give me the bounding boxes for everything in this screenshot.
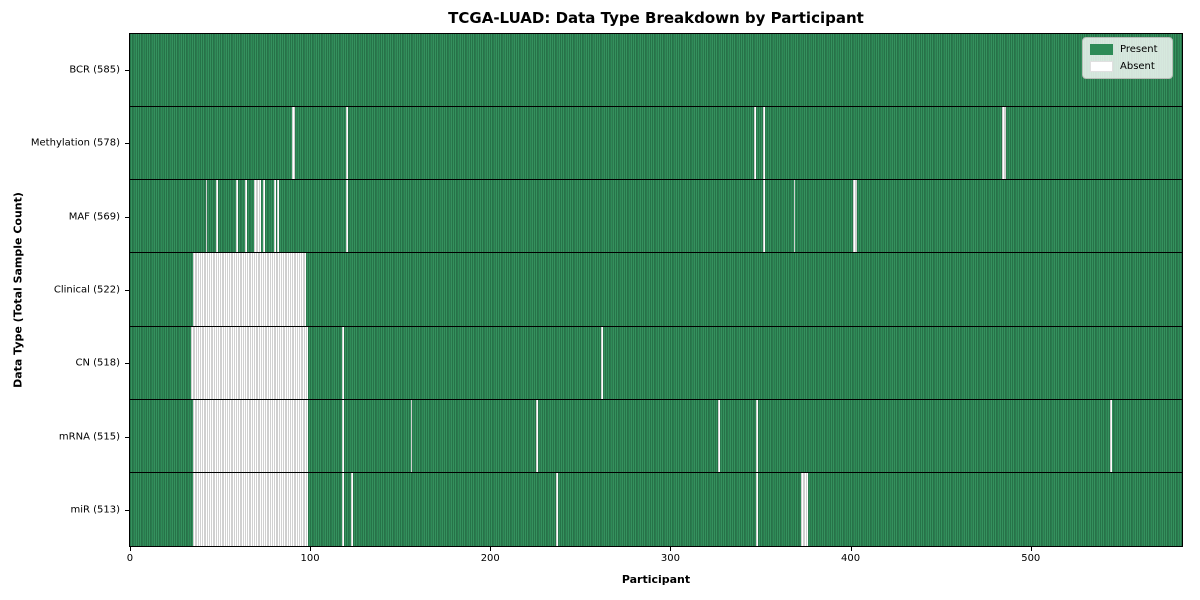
absent-stripe [291, 107, 296, 180]
absent-stripe [216, 180, 219, 253]
absent-stripe [601, 326, 603, 399]
present-swatch-icon [1090, 44, 1113, 55]
absent-stripe [342, 472, 344, 546]
x-tick-label: 100 [300, 553, 320, 564]
y-tick-mark [125, 510, 129, 511]
legend-item-present: Present [1090, 44, 1164, 55]
absent-stripe [793, 180, 796, 253]
x-tick-label: 500 [1021, 553, 1041, 564]
legend: Present Absent [1082, 37, 1173, 79]
y-tick-label: Clinical (522) [53, 284, 120, 296]
y-tick-label: Methylation (578) [30, 137, 120, 149]
x-tick-label: 200 [480, 553, 500, 564]
row-bcr [130, 34, 1182, 108]
x-axis-label: Participant [621, 573, 691, 586]
absent-stripe [192, 472, 309, 546]
absent-stripe [762, 107, 765, 180]
row-maf [130, 180, 1182, 254]
row-mrna [130, 399, 1182, 473]
absent-swatch-icon [1090, 61, 1113, 72]
x-tick-mark [670, 547, 671, 551]
absent-stripe [718, 399, 720, 472]
y-tick-mark [125, 363, 129, 364]
y-tick-label: mRNA (515) [58, 431, 120, 443]
absent-stripe [852, 180, 857, 253]
absent-stripe [205, 180, 208, 253]
y-tick-label: BCR (585) [69, 64, 120, 76]
absent-stripe [536, 399, 539, 472]
absent-stripe [755, 399, 758, 472]
x-tick-label: 400 [841, 553, 861, 564]
x-tick-mark [1031, 547, 1032, 551]
y-tick-label: MAF (569) [68, 211, 120, 223]
y-tick-mark [125, 70, 129, 71]
absent-stripe [556, 472, 558, 546]
x-tick-mark [310, 547, 311, 551]
absent-stripe [762, 180, 765, 253]
legend-label-absent: Absent [1120, 61, 1155, 72]
y-tick-mark [125, 143, 129, 144]
x-tick-mark [490, 547, 491, 551]
absent-stripe [800, 472, 808, 546]
absent-stripe [754, 107, 756, 180]
y-tick-label: miR (513) [70, 504, 120, 516]
x-tick-mark [851, 547, 852, 551]
absent-stripe [410, 399, 413, 472]
row-methylation [130, 107, 1182, 181]
absent-stripe [345, 107, 348, 180]
absent-stripe [345, 180, 348, 253]
absent-stripe [1002, 107, 1006, 180]
plot-area [129, 33, 1183, 547]
x-tick-label: 0 [126, 553, 134, 564]
legend-item-absent: Absent [1090, 61, 1164, 72]
absent-stripe [277, 180, 280, 253]
absent-stripe [755, 472, 758, 546]
legend-label-present: Present [1120, 44, 1158, 55]
absent-stripe [192, 253, 307, 326]
absent-stripe [342, 326, 344, 399]
absent-stripe [263, 180, 265, 253]
x-tick-label: 300 [660, 553, 680, 564]
row-mir [130, 472, 1182, 546]
absent-stripe [273, 180, 276, 253]
absent-stripe [236, 180, 238, 253]
absent-stripe [254, 180, 262, 253]
row-cn [130, 326, 1182, 400]
row-clinical [130, 253, 1182, 327]
chart-title: TCGA-LUAD: Data Type Breakdown by Partic… [448, 9, 864, 27]
absent-stripe [1110, 399, 1112, 472]
y-tick-mark [125, 437, 129, 438]
absent-stripe [245, 180, 247, 253]
absent-stripe [351, 472, 353, 546]
absent-stripe [191, 326, 309, 399]
y-tick-mark [125, 290, 129, 291]
absent-stripe [342, 399, 344, 472]
x-tick-mark [130, 547, 131, 551]
y-tick-mark [125, 217, 129, 218]
absent-stripe [192, 399, 309, 472]
y-tick-label: CN (518) [75, 357, 120, 369]
